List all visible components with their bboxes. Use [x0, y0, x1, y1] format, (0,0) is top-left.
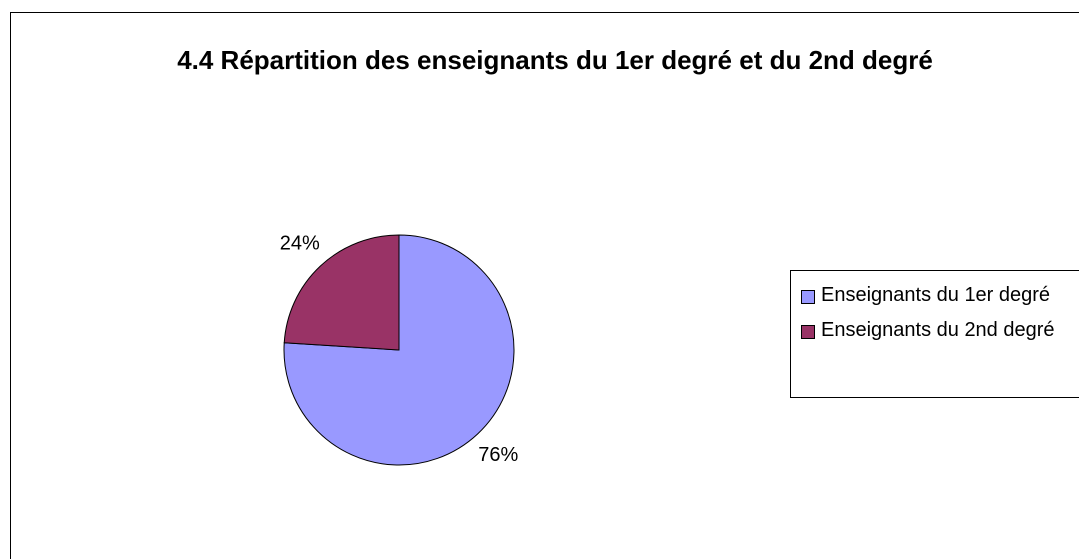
data-label: 24%: [280, 233, 320, 255]
legend-item: Enseignants du 1er degré: [801, 283, 1079, 308]
pie-slice: [283, 234, 400, 351]
legend-item: Enseignants du 2nd degré: [801, 318, 1079, 343]
legend-swatch: [801, 290, 815, 304]
legend: Enseignants du 1er degré Enseignants du 2…: [790, 270, 1079, 398]
chart-title: 4.4 Répartition des enseignants du 1er d…: [177, 45, 933, 75]
legend-label: Enseignants du 1er degré: [821, 284, 1051, 306]
legend-label: Enseignants du 2nd degré: [821, 319, 1055, 341]
legend-swatch: [801, 325, 815, 339]
data-label: 76%: [478, 444, 518, 466]
chart-frame: [10, 12, 1079, 559]
pie-slice: [283, 234, 515, 466]
